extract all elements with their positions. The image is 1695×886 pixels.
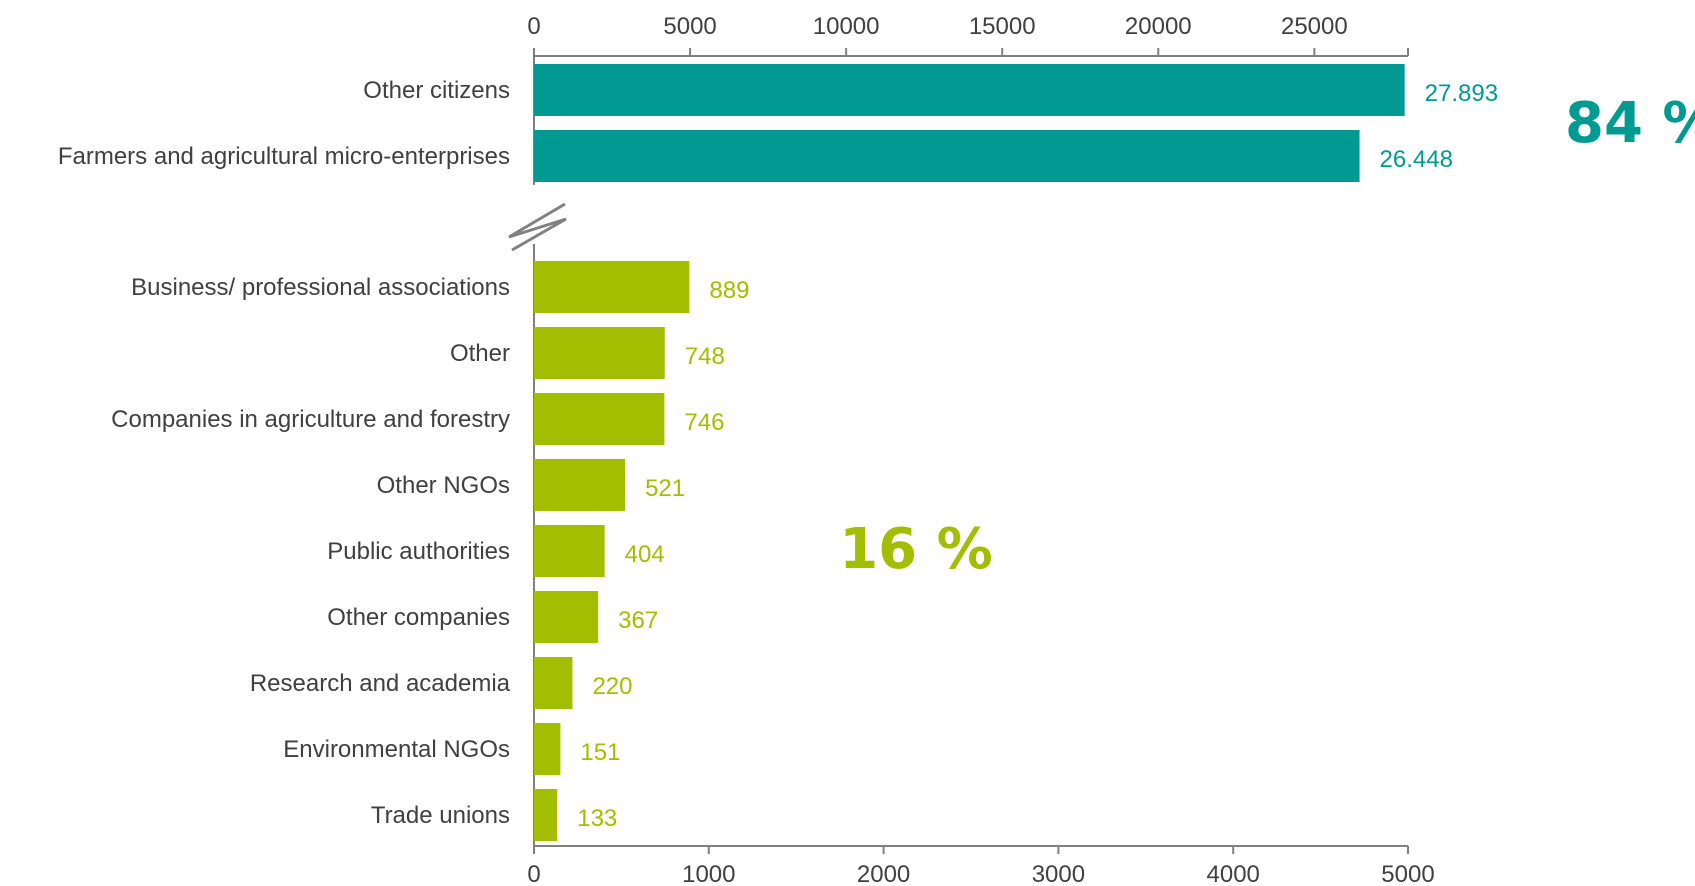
- zigzag-break-icon: [508, 202, 567, 252]
- top-value-label: 27.893: [1425, 80, 1498, 107]
- top-bar: [534, 64, 1405, 116]
- bottom-bar: [534, 591, 599, 643]
- bottom-bar: [534, 723, 561, 775]
- bottom-value-label: 220: [592, 673, 632, 700]
- bottom-category-label: Trade unions: [371, 802, 510, 829]
- bottom-category-label: Other: [450, 340, 510, 367]
- top-x-tick-label: 10000: [813, 13, 880, 40]
- bottom-x-tick-label: 1000: [682, 861, 735, 886]
- bottom-bar: [534, 393, 665, 445]
- bottom-share-label: 16 %: [839, 517, 993, 582]
- bottom-x-tick-label: 0: [527, 861, 540, 886]
- bottom-value-label: 151: [580, 739, 620, 766]
- bottom-value-label: 746: [684, 409, 724, 436]
- bottom-x-tick-label: 2000: [857, 861, 910, 886]
- top-x-tick-label: 0: [527, 13, 540, 40]
- top-x-tick-label: 5000: [663, 13, 716, 40]
- top-bar: [534, 130, 1360, 182]
- top-share-label: 84 %: [1565, 91, 1695, 156]
- bottom-bar: [534, 657, 573, 709]
- top-category-label: Farmers and agricultural micro-enterpris…: [58, 143, 510, 170]
- bottom-category-label: Environmental NGOs: [283, 736, 510, 763]
- top-panel: 0 5000 10000 15000 20000 25000 Other citizens 2…: [58, 13, 1695, 185]
- top-category-label: Other citizens: [363, 77, 510, 104]
- top-x-tick-label: 25000: [1281, 13, 1348, 40]
- bottom-category-label: Other companies: [327, 604, 510, 631]
- bottom-value-label: 133: [577, 805, 617, 832]
- bottom-bar: [534, 459, 626, 511]
- bottom-category-label: Companies in agriculture and forestry: [111, 406, 510, 433]
- bottom-x-tick-label: 5000: [1381, 861, 1434, 886]
- bottom-value-label: 367: [618, 607, 658, 634]
- bottom-x-tick-label: 3000: [1032, 861, 1085, 886]
- bottom-value-label: 889: [709, 277, 749, 304]
- bottom-bar: [534, 525, 605, 577]
- bottom-value-label: 404: [625, 541, 665, 568]
- top-value-label: 26.448: [1380, 146, 1453, 173]
- bottom-x-tick-label: 4000: [1207, 861, 1260, 886]
- bottom-category-label: Public authorities: [327, 538, 510, 565]
- bottom-bar: [534, 327, 665, 379]
- bottom-bar: [534, 261, 690, 313]
- bottom-category-label: Research and academia: [250, 670, 511, 697]
- top-x-tick-label: 15000: [969, 13, 1036, 40]
- bottom-category-label: Other NGOs: [377, 472, 510, 499]
- bottom-category-label: Business/ professional associations: [131, 274, 510, 301]
- zigzag-break-line: [508, 202, 567, 252]
- bottom-value-label: 748: [685, 343, 725, 370]
- top-x-tick-label: 20000: [1125, 13, 1192, 40]
- bottom-bar: [534, 789, 558, 841]
- bottom-panel: 0 1000 2000 3000 4000 5000 Business/ professio…: [111, 244, 1435, 886]
- bottom-value-label: 521: [645, 475, 685, 502]
